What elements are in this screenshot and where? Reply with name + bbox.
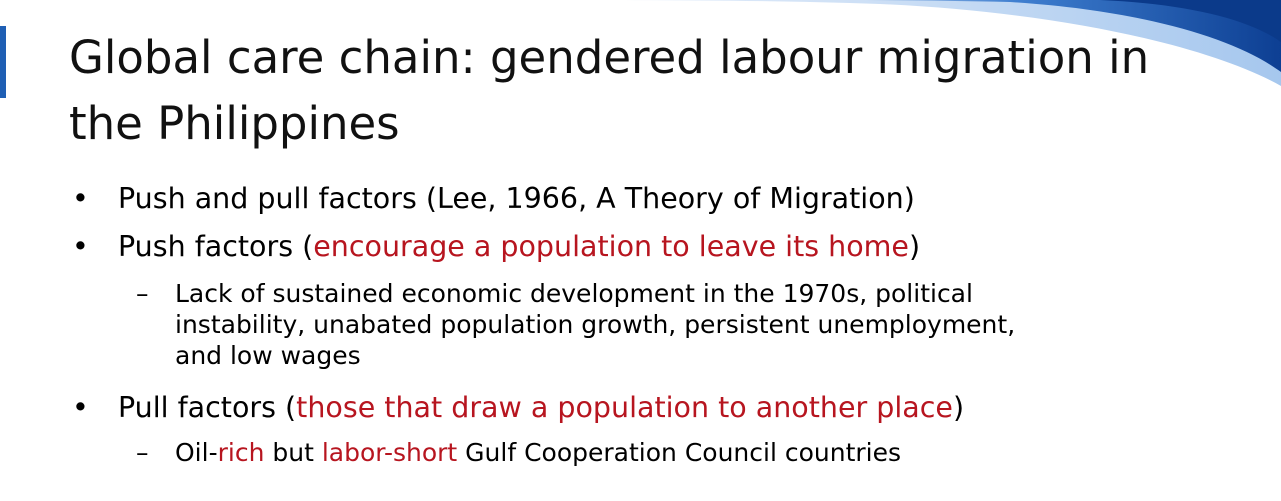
- text-segment: Push factors (: [118, 230, 314, 263]
- emphasis-text: rich: [217, 438, 265, 467]
- text-line: and low wages: [175, 341, 361, 370]
- text-segment: ): [908, 230, 921, 263]
- text-line: instability, unabated population growth,…: [175, 310, 1016, 339]
- bullet-item: • Push factors (encourage a population t…: [0, 228, 1281, 266]
- left-accent-bar: [0, 26, 6, 98]
- sub-bullet-text: Lack of sustained economic development i…: [175, 278, 1015, 371]
- bullet-marker: •: [72, 391, 89, 424]
- sub-bullet-item: – Lack of sustained economic development…: [0, 278, 1281, 371]
- text-segment: Gulf Cooperation Council countries: [457, 438, 902, 467]
- bullet-text: Pull factors (those that draw a populati…: [118, 389, 964, 427]
- text-segment: ): [952, 391, 965, 424]
- text-segment: Pull factors (: [118, 391, 297, 424]
- sub-bullet-marker: –: [136, 279, 149, 308]
- bullet-item: • Pull factors (those that draw a popula…: [0, 389, 1281, 427]
- sub-bullet-item: – Oil-rich but labor-short Gulf Cooperat…: [0, 437, 1281, 468]
- slide-title: Global care chain: gendered labour migra…: [69, 31, 1150, 150]
- emphasis-text: those that draw a population to another …: [296, 391, 953, 424]
- emphasis-text: encourage a population to leave its home: [313, 230, 909, 263]
- sub-bullet-marker: –: [136, 438, 149, 467]
- text-line: Lack of sustained economic development i…: [175, 279, 973, 308]
- sub-bullet-text: Oil-rich but labor-short Gulf Cooperatio…: [175, 437, 901, 468]
- bullet-text: Push and pull factors (Lee, 1966, A Theo…: [118, 180, 915, 218]
- bullet-item: • Push and pull factors (Lee, 1966, A Th…: [0, 180, 1281, 218]
- text-segment: Oil-: [175, 438, 218, 467]
- emphasis-text: labor-short: [321, 438, 458, 467]
- bullet-marker: •: [72, 230, 89, 263]
- bullet-text: Push factors (encourage a population to …: [118, 228, 920, 266]
- text-segment: but: [264, 438, 322, 467]
- bullet-marker: •: [72, 182, 89, 215]
- text-segment: Push and pull factors (Lee, 1966, A Theo…: [118, 182, 915, 215]
